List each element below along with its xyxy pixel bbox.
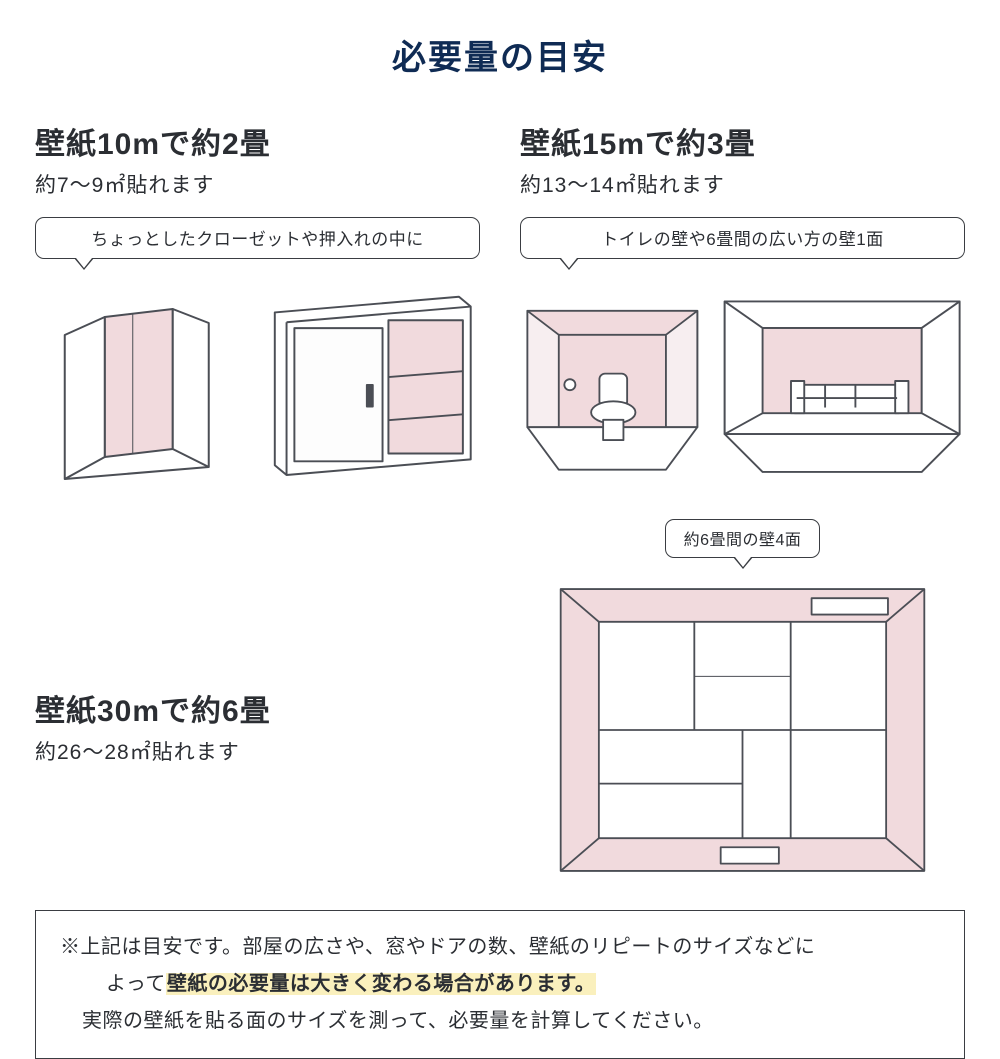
sub-15m: 約13〜14㎡貼れます [520, 169, 965, 199]
note-box: ※上記は目安です。部屋の広さや、窓やドアの数、壁紙のリピートのサイズなどに よっ… [35, 910, 965, 1059]
note-line-2: よって壁紙の必要量は大きく変わる場合があります。 [60, 966, 940, 1003]
section-30m: 壁紙30mで約6畳 約26〜28㎡貼れます [35, 616, 480, 766]
sub-10m: 約7〜9㎡貼れます [35, 169, 480, 199]
heading-15m: 壁紙15mで約3畳 [520, 119, 965, 163]
note-line-1: ※上記は目安です。部屋の広さや、窓やドアの数、壁紙のリピートのサイズなどに [60, 929, 940, 966]
room-4walls-icon [520, 580, 965, 880]
sub-30m: 約26〜28㎡貼れます [35, 736, 480, 766]
bubble-15m: トイレの壁や6畳間の広い方の壁1面 [520, 217, 965, 259]
section-30m-illus: 約6畳間の壁4面 [520, 501, 965, 880]
section-15m: 壁紙15mで約3畳 約13〜14㎡貼れます トイレの壁や6畳間の広い方の壁1面 [520, 119, 965, 481]
illus-10m-row [35, 281, 480, 481]
closet-sliding-icon [265, 281, 481, 481]
toilet-room-icon [520, 281, 705, 481]
bubble-30m: 約6畳間の壁4面 [665, 519, 821, 558]
heading-30m: 壁紙30mで約6畳 [35, 686, 480, 730]
illus-15m-row [520, 281, 965, 481]
section-10m: 壁紙10mで約2畳 約7〜9㎡貼れます ちょっとしたクローゼットや押入れの中に [35, 119, 480, 481]
sections-grid: 壁紙10mで約2畳 約7〜9㎡貼れます ちょっとしたクローゼットや押入れの中に [35, 119, 965, 880]
note-highlight: 壁紙の必要量は大きく変わる場合があります。 [166, 973, 597, 995]
page-title: 必要量の目安 [35, 30, 965, 79]
note-line-3: 実際の壁紙を貼る面のサイズを測って、必要量を計算してください。 [60, 1003, 940, 1040]
heading-10m: 壁紙10mで約2畳 [35, 119, 480, 163]
bubble-10m: ちょっとしたクローゼットや押入れの中に [35, 217, 480, 259]
closet-open-icon [35, 281, 251, 481]
living-wall-icon [719, 281, 965, 481]
